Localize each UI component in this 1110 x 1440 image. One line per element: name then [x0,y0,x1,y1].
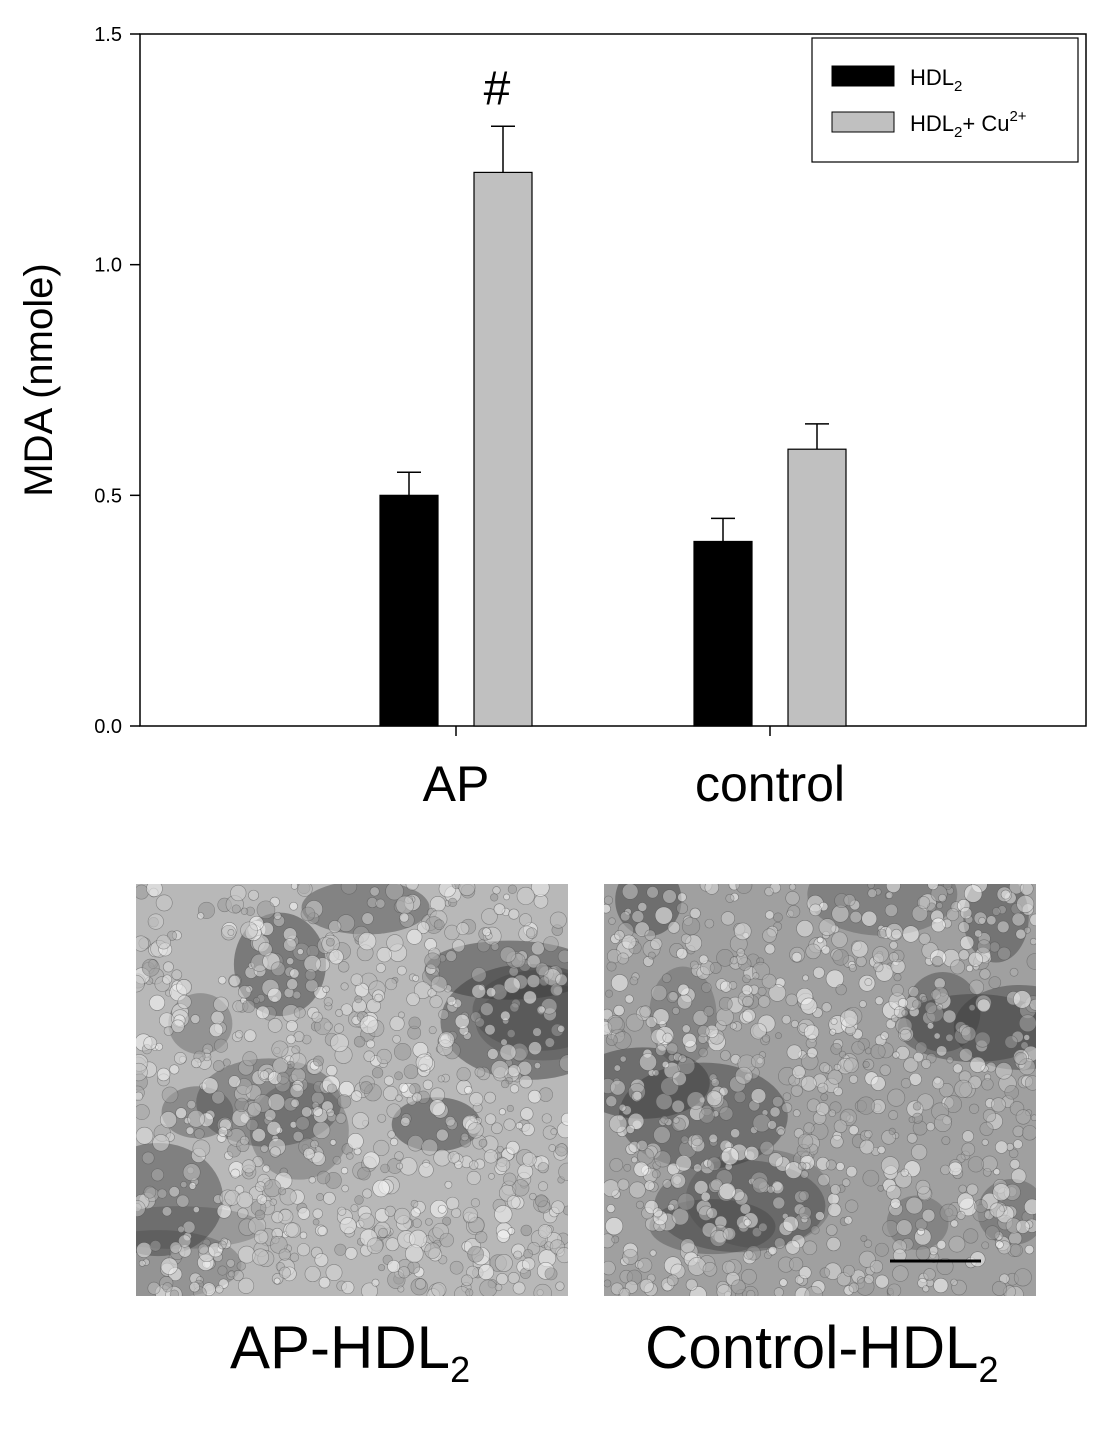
bar-ap-series-0 [379,494,439,727]
micrograph-ap-hdl2 [136,884,568,1296]
bar-ap-series-1 [473,171,533,727]
legend-label-superscript: 2+ [1009,108,1026,125]
y-tick-label: 0.5 [94,485,122,507]
bar-control-series-0 [693,540,753,727]
y-axis-label: MDA (nmole) [17,263,61,496]
y-tick-label: 0.0 [94,716,122,738]
bar-control-series-1 [787,448,847,727]
caption-control-hdl2: Control-HDL2 [645,1318,998,1388]
caption-ap-hdl2-text: AP-HDL [230,1314,451,1381]
y-tick-label: 1.5 [94,24,122,46]
micrograph-control-hdl2 [604,884,1036,1296]
legend-box [811,37,1079,163]
legend-label-0: HDL2 [910,65,962,95]
significance-marker: # [484,62,511,115]
plot-frame [139,33,1087,727]
legend-swatch-0 [831,65,895,87]
legend-label-subscript: 2 [954,124,962,141]
x-tick-label-ap: AP [423,756,490,812]
micrograph-texture [604,884,1036,1296]
legend-label-subscript: 2 [954,78,962,95]
caption-control-hdl2-text: Control-HDL [645,1314,979,1381]
y-tick-label: 1.0 [94,255,122,277]
legend-label-base: HDL [910,65,954,90]
caption-ap-hdl2-subscript: 2 [450,1349,471,1390]
caption-control-hdl2-subscript: 2 [978,1349,999,1390]
legend-label-rest: + Cu [962,111,1009,136]
legend-label-base: HDL [910,111,954,136]
x-tick-label-control: control [695,756,845,812]
legend-swatch-1 [831,111,895,133]
caption-ap-hdl2: AP-HDL2 [230,1318,470,1388]
legend-label-1: HDL2+ Cu2+ [910,108,1027,141]
micrograph-texture [136,884,568,1296]
